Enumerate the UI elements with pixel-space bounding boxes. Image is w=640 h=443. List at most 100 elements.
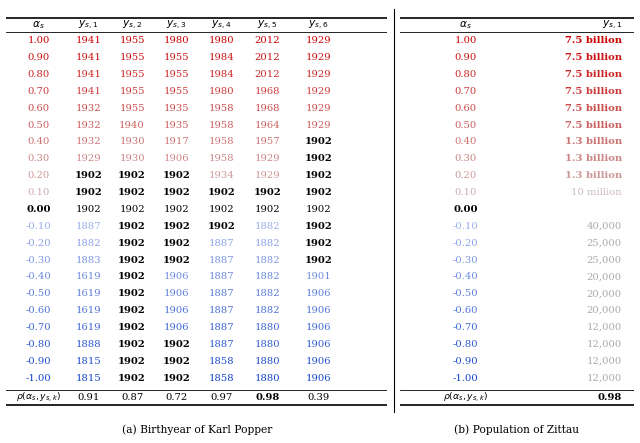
Text: 1958: 1958 [209,120,234,129]
Text: 1.3 billion: 1.3 billion [564,154,622,163]
Text: (a) Birthyear of Karl Popper: (a) Birthyear of Karl Popper [122,424,272,435]
Text: 20,000: 20,000 [587,272,622,281]
Text: 25,000: 25,000 [587,239,622,248]
Text: 1930: 1930 [119,154,145,163]
Text: 1906: 1906 [306,306,332,315]
Text: -0.50: -0.50 [452,289,478,298]
Text: 1902: 1902 [305,239,333,248]
Text: 1906: 1906 [164,272,189,281]
Text: 1929: 1929 [255,154,280,163]
Text: 0.87: 0.87 [121,393,143,402]
Text: 1984: 1984 [209,70,234,79]
Text: 1902: 1902 [305,188,333,197]
Text: 1929: 1929 [255,171,280,180]
Text: 1902: 1902 [305,137,333,147]
Text: 1955: 1955 [119,87,145,96]
Text: 1815: 1815 [76,357,101,366]
Text: 0.70: 0.70 [454,87,477,96]
Text: 1984: 1984 [209,53,234,62]
Text: 1906: 1906 [306,340,332,349]
Text: 1902: 1902 [255,205,280,214]
Text: 1932: 1932 [76,104,101,113]
Text: -0.10: -0.10 [452,222,478,231]
Text: 0.40: 0.40 [28,137,50,147]
Text: 1980: 1980 [164,36,189,45]
Text: 1887: 1887 [209,239,234,248]
Text: 0.10: 0.10 [454,188,477,197]
Text: 2012: 2012 [255,53,280,62]
Text: 1901: 1901 [306,272,332,281]
Text: 1887: 1887 [209,340,234,349]
Text: 1929: 1929 [306,87,332,96]
Text: 1929: 1929 [306,53,332,62]
Text: 1887: 1887 [209,272,234,281]
Text: 7.5 billion: 7.5 billion [564,53,622,62]
Text: 1968: 1968 [255,87,280,96]
Text: 0.00: 0.00 [26,205,51,214]
Text: $y_{s,4}$: $y_{s,4}$ [211,19,232,31]
Text: 1902: 1902 [163,373,191,383]
Text: 1.3 billion: 1.3 billion [564,171,622,180]
Text: 0.00: 0.00 [453,205,477,214]
Text: 1902: 1902 [118,340,146,349]
Text: 0.98: 0.98 [255,393,280,402]
Text: 12,000: 12,000 [587,323,622,332]
Text: $\alpha_s$: $\alpha_s$ [33,19,45,31]
Text: 7.5 billion: 7.5 billion [564,70,622,79]
Text: 0.20: 0.20 [454,171,477,180]
Text: 1935: 1935 [164,104,189,113]
Text: 1882: 1882 [255,256,280,264]
Text: 1964: 1964 [255,120,280,129]
Text: 1902: 1902 [118,289,146,298]
Text: 12,000: 12,000 [587,357,622,366]
Text: 1882: 1882 [76,239,101,248]
Text: 1902: 1902 [207,222,236,231]
Text: -0.40: -0.40 [452,272,478,281]
Text: 7.5 billion: 7.5 billion [564,36,622,45]
Text: 1902: 1902 [163,340,191,349]
Text: 7.5 billion: 7.5 billion [564,120,622,129]
Text: 1906: 1906 [164,154,189,163]
Text: 1958: 1958 [209,154,234,163]
Text: 2012: 2012 [255,70,280,79]
Text: -0.80: -0.80 [26,340,52,349]
Text: -0.20: -0.20 [26,239,52,248]
Text: $y_{s,2}$: $y_{s,2}$ [122,19,142,31]
Text: $y_{s,5}$: $y_{s,5}$ [257,19,277,31]
Text: 0.72: 0.72 [166,393,188,402]
Text: 1929: 1929 [306,104,332,113]
Text: 1934: 1934 [209,171,234,180]
Text: 1619: 1619 [76,272,101,281]
Text: -0.60: -0.60 [452,306,478,315]
Text: 20,000: 20,000 [587,289,622,298]
Text: 12,000: 12,000 [587,373,622,383]
Text: 20,000: 20,000 [587,306,622,315]
Text: 1902: 1902 [306,205,332,214]
Text: $y_{s,1}$: $y_{s,1}$ [602,19,622,31]
Text: 1858: 1858 [209,357,234,366]
Text: 0.80: 0.80 [28,70,50,79]
Text: -0.90: -0.90 [452,357,478,366]
Text: 0.20: 0.20 [28,171,50,180]
Text: 1887: 1887 [209,256,234,264]
Text: 1902: 1902 [118,306,146,315]
Text: 1935: 1935 [164,120,189,129]
Text: 1902: 1902 [207,188,236,197]
Text: 1902: 1902 [119,205,145,214]
Text: -0.20: -0.20 [452,239,478,248]
Text: 1619: 1619 [76,289,101,298]
Text: 1929: 1929 [76,154,101,163]
Text: 1902: 1902 [209,205,234,214]
Text: 1929: 1929 [306,36,332,45]
Text: 1815: 1815 [76,373,101,383]
Text: 1941: 1941 [76,87,101,96]
Text: -0.40: -0.40 [26,272,52,281]
Text: $\rho(\alpha_s, y_{s,k})$: $\rho(\alpha_s, y_{s,k})$ [443,390,488,404]
Text: 1940: 1940 [119,120,145,129]
Text: 1902: 1902 [305,154,333,163]
Text: 1902: 1902 [118,357,146,366]
Text: 1619: 1619 [76,306,101,315]
Text: 1917: 1917 [164,137,189,147]
Text: 1955: 1955 [164,70,189,79]
Text: 1906: 1906 [306,357,332,366]
